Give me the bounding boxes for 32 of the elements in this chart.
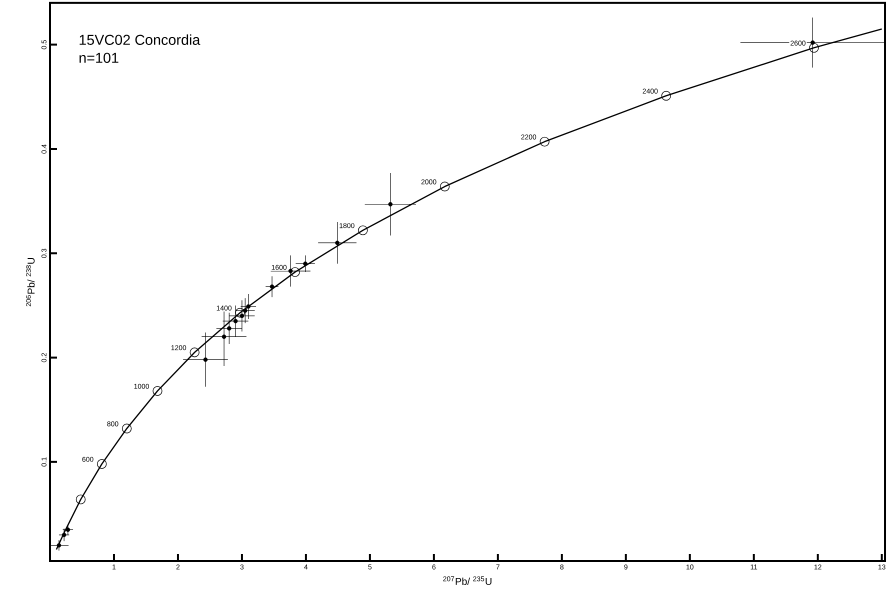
point (809, 42, 819, 53)
point (270, 284, 274, 289)
point (203, 357, 208, 362)
point (810, 40, 815, 45)
point (190, 348, 200, 358)
point (62, 532, 66, 538)
point (358, 225, 368, 236)
point (56, 543, 62, 548)
point (122, 424, 132, 434)
text: n=101 (80, 52, 118, 63)
point (661, 90, 672, 101)
point (152, 386, 162, 396)
point (96, 459, 107, 469)
y-axis-title: $^{206}$Pb/ $^{238}$U (26, 258, 35, 306)
point (540, 136, 550, 147)
point (388, 202, 393, 206)
point (288, 268, 293, 274)
line-series (56, 28, 882, 550)
point (335, 240, 340, 246)
point (222, 334, 226, 339)
point (246, 304, 251, 309)
point (290, 267, 300, 277)
point (242, 308, 248, 313)
text: 15VC02 Concordia (80, 34, 200, 45)
point (76, 494, 86, 504)
point (303, 262, 308, 266)
point (233, 318, 238, 324)
point (440, 182, 450, 192)
point (240, 314, 244, 318)
point (226, 326, 232, 331)
point (66, 528, 70, 532)
x-axis-title: $^{207}$Pb/ $^{235}$U (443, 576, 492, 585)
